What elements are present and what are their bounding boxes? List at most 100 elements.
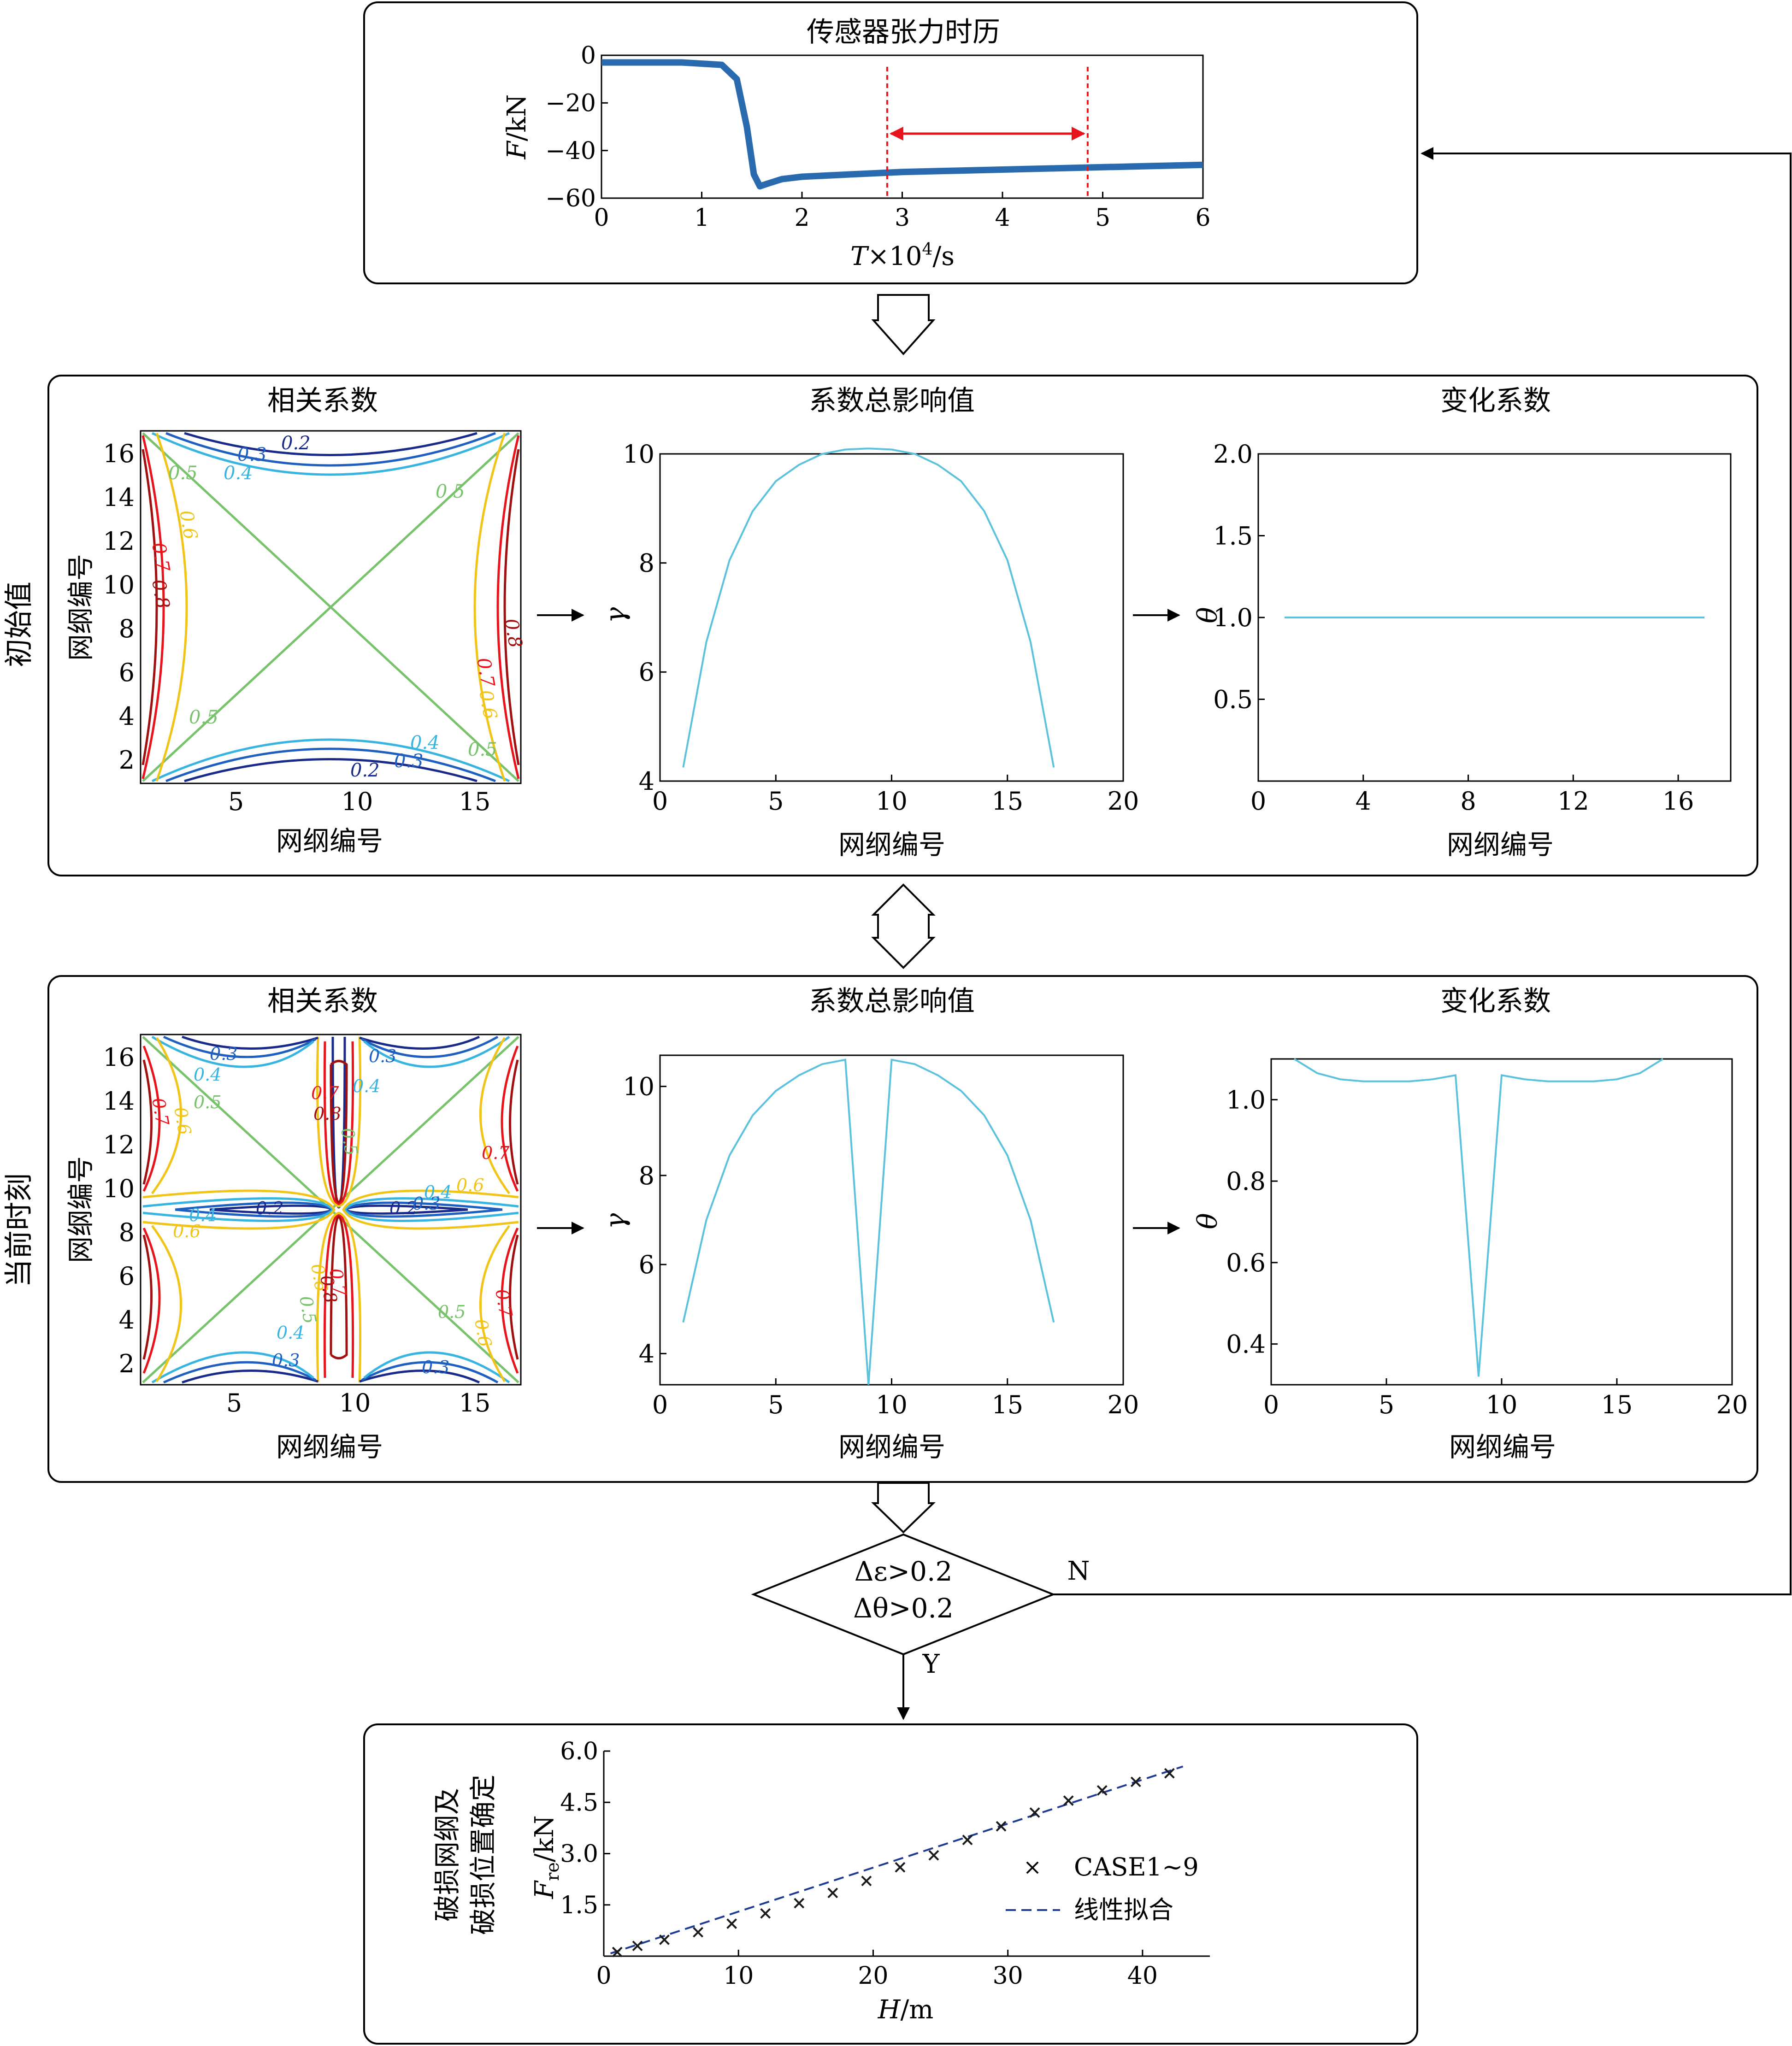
axis-label: 网纲编号 xyxy=(65,1156,96,1263)
contour-label: 0.6 xyxy=(475,688,501,721)
tick-label: 12 xyxy=(103,527,135,556)
tick-label: 14 xyxy=(103,483,135,512)
flow-arrow-down-2 xyxy=(871,1482,936,1534)
result-side-label-1: 破损网纲及 xyxy=(431,1788,463,1922)
y-tick-label: 1.0 xyxy=(1213,603,1253,632)
left-contour-0.6-low xyxy=(151,1225,182,1382)
contour-label: 0.3 xyxy=(237,444,267,465)
initial-correlation-contour: 0.2 0.3 0.4 0.5 0.5 0.6 0.7 0.8 0.8 0.7 … xyxy=(65,430,526,857)
case-marker xyxy=(1063,1795,1074,1806)
y-tick-label: −20 xyxy=(545,90,596,118)
tick-label: 10 xyxy=(342,787,373,816)
sensor-panel-title: 传感器张力时历 xyxy=(807,16,1000,48)
sensor-plot-frame xyxy=(601,54,1204,199)
axis-label: 网纲编号 xyxy=(276,825,383,857)
bottom-contour-0.2 xyxy=(184,758,477,782)
current-correlation-contour: 0.3 0.4 0.5 0.7 0.6 0.3 0.4 0.7 0.8 0.5 … xyxy=(65,1034,522,1463)
legend-marker-icon: × xyxy=(1023,1854,1042,1880)
sensor-panel-frame xyxy=(363,1,1418,284)
contour-label: 0.7 xyxy=(491,1288,516,1319)
decision-condition-2: Δθ>0.2 xyxy=(853,1593,954,1624)
contour-label: 0.4 xyxy=(410,732,440,753)
horizontal-contour-0.6-right xyxy=(342,1189,519,1230)
x-tick-label: 8 xyxy=(1460,787,1476,816)
contour-label: 0.6 xyxy=(456,1175,484,1195)
x-tick-label: 3 xyxy=(895,204,910,232)
initial-row-label: 初始值 xyxy=(2,582,35,667)
current-change-title: 变化系数 xyxy=(1440,985,1551,1017)
x-tick-label: 1 xyxy=(694,204,709,232)
contour-label: 0.4 xyxy=(224,463,253,484)
top-contour-0.4-right xyxy=(363,1035,510,1068)
x-tick-label: 10 xyxy=(723,1962,754,1990)
initial-gamma-series xyxy=(682,447,1055,768)
y-tick-label: −60 xyxy=(545,185,596,212)
left-contour-0.8 xyxy=(141,449,158,765)
tick-label: 12 xyxy=(103,1130,135,1159)
no-branch-label: N xyxy=(1067,1556,1090,1586)
bottom-contour-0.3 xyxy=(165,747,496,782)
tick-label: 5 xyxy=(228,787,244,816)
x-tick-label: 20 xyxy=(1108,787,1139,816)
vertical-contour-0.7 xyxy=(323,1041,354,1206)
diagonal-line-b xyxy=(142,432,519,782)
y-tick-label: 10 xyxy=(623,440,654,469)
top-contour-0.4 xyxy=(151,1035,314,1068)
right-contour-0.7-low xyxy=(501,1227,519,1374)
top-contour-0.2 xyxy=(184,432,477,456)
y-tick-label: 10 xyxy=(623,1072,654,1101)
result-chart: 0 10 20 30 40 1.5 3.0 4.5 6.0 Fre/kN H/m × CASE1… xyxy=(530,1738,1210,2025)
contour-label: 0.6 xyxy=(173,1221,200,1241)
contour-label: 0.7 xyxy=(472,656,498,689)
x-tick-label: 0 xyxy=(596,1962,611,1990)
x-tick-label: 0 xyxy=(1250,787,1266,816)
contour-label: 0.2 xyxy=(350,760,380,781)
contour-label: 0.5 xyxy=(194,1092,221,1112)
right-contour-0.6 xyxy=(473,433,506,782)
contour-label: 0.4 xyxy=(353,1076,380,1096)
bottom-contour-0.4 xyxy=(151,1351,314,1384)
right-contour-0.8-low xyxy=(509,1235,519,1360)
contour-label: 0.2 xyxy=(256,1198,283,1218)
current-theta-ylabel: θ xyxy=(1192,1213,1223,1229)
y-tick-label: 8 xyxy=(639,1161,654,1190)
vertical-contour-0.7-low xyxy=(323,1213,354,1378)
current-theta-chart: 0 5 10 15 20 0.4 0.6 0.8 1.0 θ 网纲编号 xyxy=(1192,1058,1748,1463)
yes-branch-label: Y xyxy=(922,1649,940,1679)
initial-influence-title: 系数总影响值 xyxy=(809,385,975,417)
contour-label: 0.3 xyxy=(369,1046,396,1066)
y-tick-label: 8 xyxy=(639,549,654,578)
top-contour-0.3 xyxy=(163,1035,317,1058)
contour-label: 0.5 xyxy=(168,463,198,484)
contour-label: 0.8 xyxy=(313,1104,341,1124)
initial-change-title: 变化系数 xyxy=(1440,385,1551,417)
left-contour-0.7 xyxy=(141,435,165,779)
contour-label: 0.8 xyxy=(316,1274,341,1305)
case-marker xyxy=(996,1821,1007,1832)
current-influence-title: 系数总影响值 xyxy=(809,985,975,1017)
top-contour-0.2-right xyxy=(359,1035,480,1050)
case-marker xyxy=(1029,1807,1040,1818)
top-contour-0.4 xyxy=(151,432,510,476)
contour-label: 0.4 xyxy=(194,1064,221,1085)
bottom-contour-0.3 xyxy=(163,1361,317,1384)
tick-label: 16 xyxy=(103,439,135,468)
initial-gamma-ylabel: γ xyxy=(600,607,631,623)
tick-label: 15 xyxy=(459,787,491,816)
y-tick-label: 4 xyxy=(639,767,654,796)
result-xlabel: H/m xyxy=(878,1995,934,2025)
initial-contour-labels: 0.2 0.3 0.4 0.5 0.5 0.6 0.7 0.8 0.8 0.7 … xyxy=(147,433,526,781)
x-tick-label: 20 xyxy=(1108,1390,1139,1419)
left-contour-0.7-low xyxy=(142,1227,161,1374)
x-tick-label: 0 xyxy=(594,204,609,232)
bottom-contour-0.4-right xyxy=(363,1351,510,1384)
tick-label: 10 xyxy=(339,1388,371,1417)
case-marker xyxy=(612,1946,623,1958)
x-tick-label: 15 xyxy=(991,787,1023,816)
x-tick-label: 16 xyxy=(1662,787,1694,816)
case-marker xyxy=(895,1862,906,1873)
case-marker xyxy=(928,1850,939,1861)
contour-label: 0.3 xyxy=(394,751,424,772)
initial-theta-ticks: 0 4 8 12 16 0.5 1.0 1.5 2.0 xyxy=(1213,440,1694,816)
top-contour-0.3 xyxy=(165,432,496,467)
